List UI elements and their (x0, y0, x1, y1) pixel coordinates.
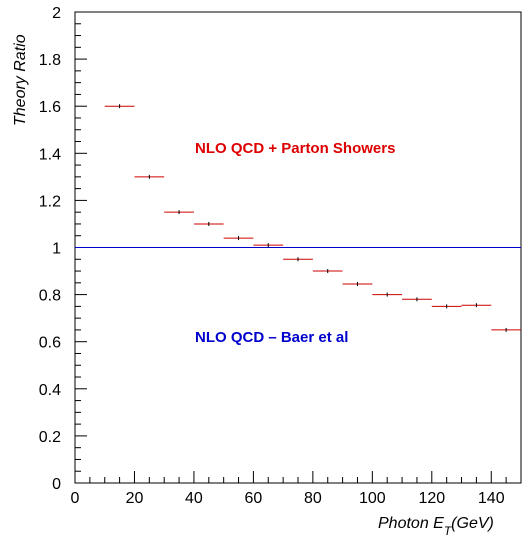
x-axis-label-unit: (GeV) (451, 515, 494, 532)
x-tick-label: 60 (245, 490, 263, 507)
x-tick-label: 40 (185, 490, 203, 507)
y-axis: 0 0.2 0.4 0.6 0.8 1 1.2 1.4 1.6 1.8 2 (39, 5, 87, 493)
data-point (134, 174, 165, 179)
annotation-parton-showers: NLO QCD + Parton Showers (195, 140, 395, 157)
data-point (164, 210, 194, 215)
data-point (402, 297, 432, 302)
x-axis-label: Photon ET(GeV) (378, 515, 494, 535)
y-tick-label: 1 (52, 241, 61, 258)
x-axis-label-main: Photon E (378, 515, 444, 532)
y-tick-label: 0.2 (39, 429, 61, 446)
x-axis-label-sub: T (444, 524, 453, 535)
annotation-baer: NLO QCD – Baer et al (195, 329, 348, 346)
x-tick-label: 100 (359, 490, 386, 507)
x-tick-label: 20 (126, 490, 144, 507)
y-tick-label: 0.6 (39, 335, 61, 352)
data-point (312, 269, 343, 274)
x-tick-label: 140 (478, 490, 505, 507)
x-tick-label: 0 (71, 490, 80, 507)
data-point (223, 236, 254, 241)
data-point (372, 292, 403, 297)
y-axis-label: Theory Ratio (12, 34, 29, 126)
data-point (104, 104, 135, 109)
x-tick-label: 120 (418, 490, 445, 507)
data-point (431, 304, 462, 309)
data-points (104, 104, 521, 332)
data-point (283, 257, 313, 262)
y-tick-label: 0 (52, 476, 61, 493)
y-tick-label: 0.8 (39, 288, 61, 305)
y-tick-label: 2 (52, 5, 61, 22)
data-point (342, 282, 373, 287)
data-point (253, 243, 284, 248)
x-axis: 0 20 40 60 80 100 120 140 (71, 471, 507, 507)
y-tick-label: 1.6 (39, 99, 61, 116)
y-tick-label: 1.4 (39, 146, 61, 163)
y-tick-label: 1.8 (39, 52, 61, 69)
x-tick-label: 80 (304, 490, 322, 507)
y-tick-label: 1.2 (39, 193, 61, 210)
data-point (193, 221, 224, 226)
data-point (461, 303, 492, 308)
y-tick-label: 0.4 (39, 382, 61, 399)
data-point (491, 327, 521, 332)
